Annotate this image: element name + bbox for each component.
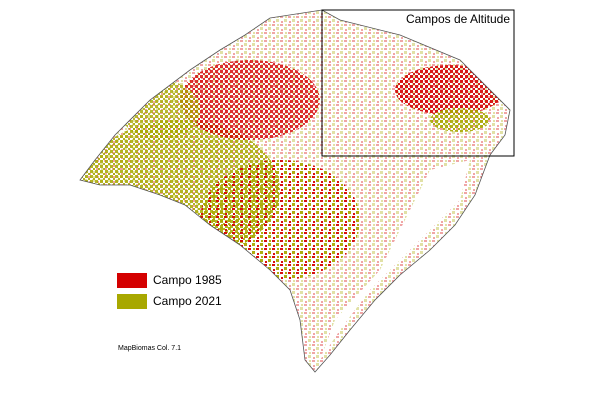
inset-box: [321, 9, 515, 157]
legend-label: Campo 1985: [153, 273, 222, 287]
state-outline: [79, 9, 511, 373]
source-note: MapBiomas Col. 7.1: [118, 345, 181, 352]
inset-title: Campos de Altitude: [406, 12, 510, 26]
legend-swatch: [117, 273, 147, 288]
legend-label: Campo 2021: [153, 294, 222, 308]
legend-swatch: [117, 294, 147, 309]
